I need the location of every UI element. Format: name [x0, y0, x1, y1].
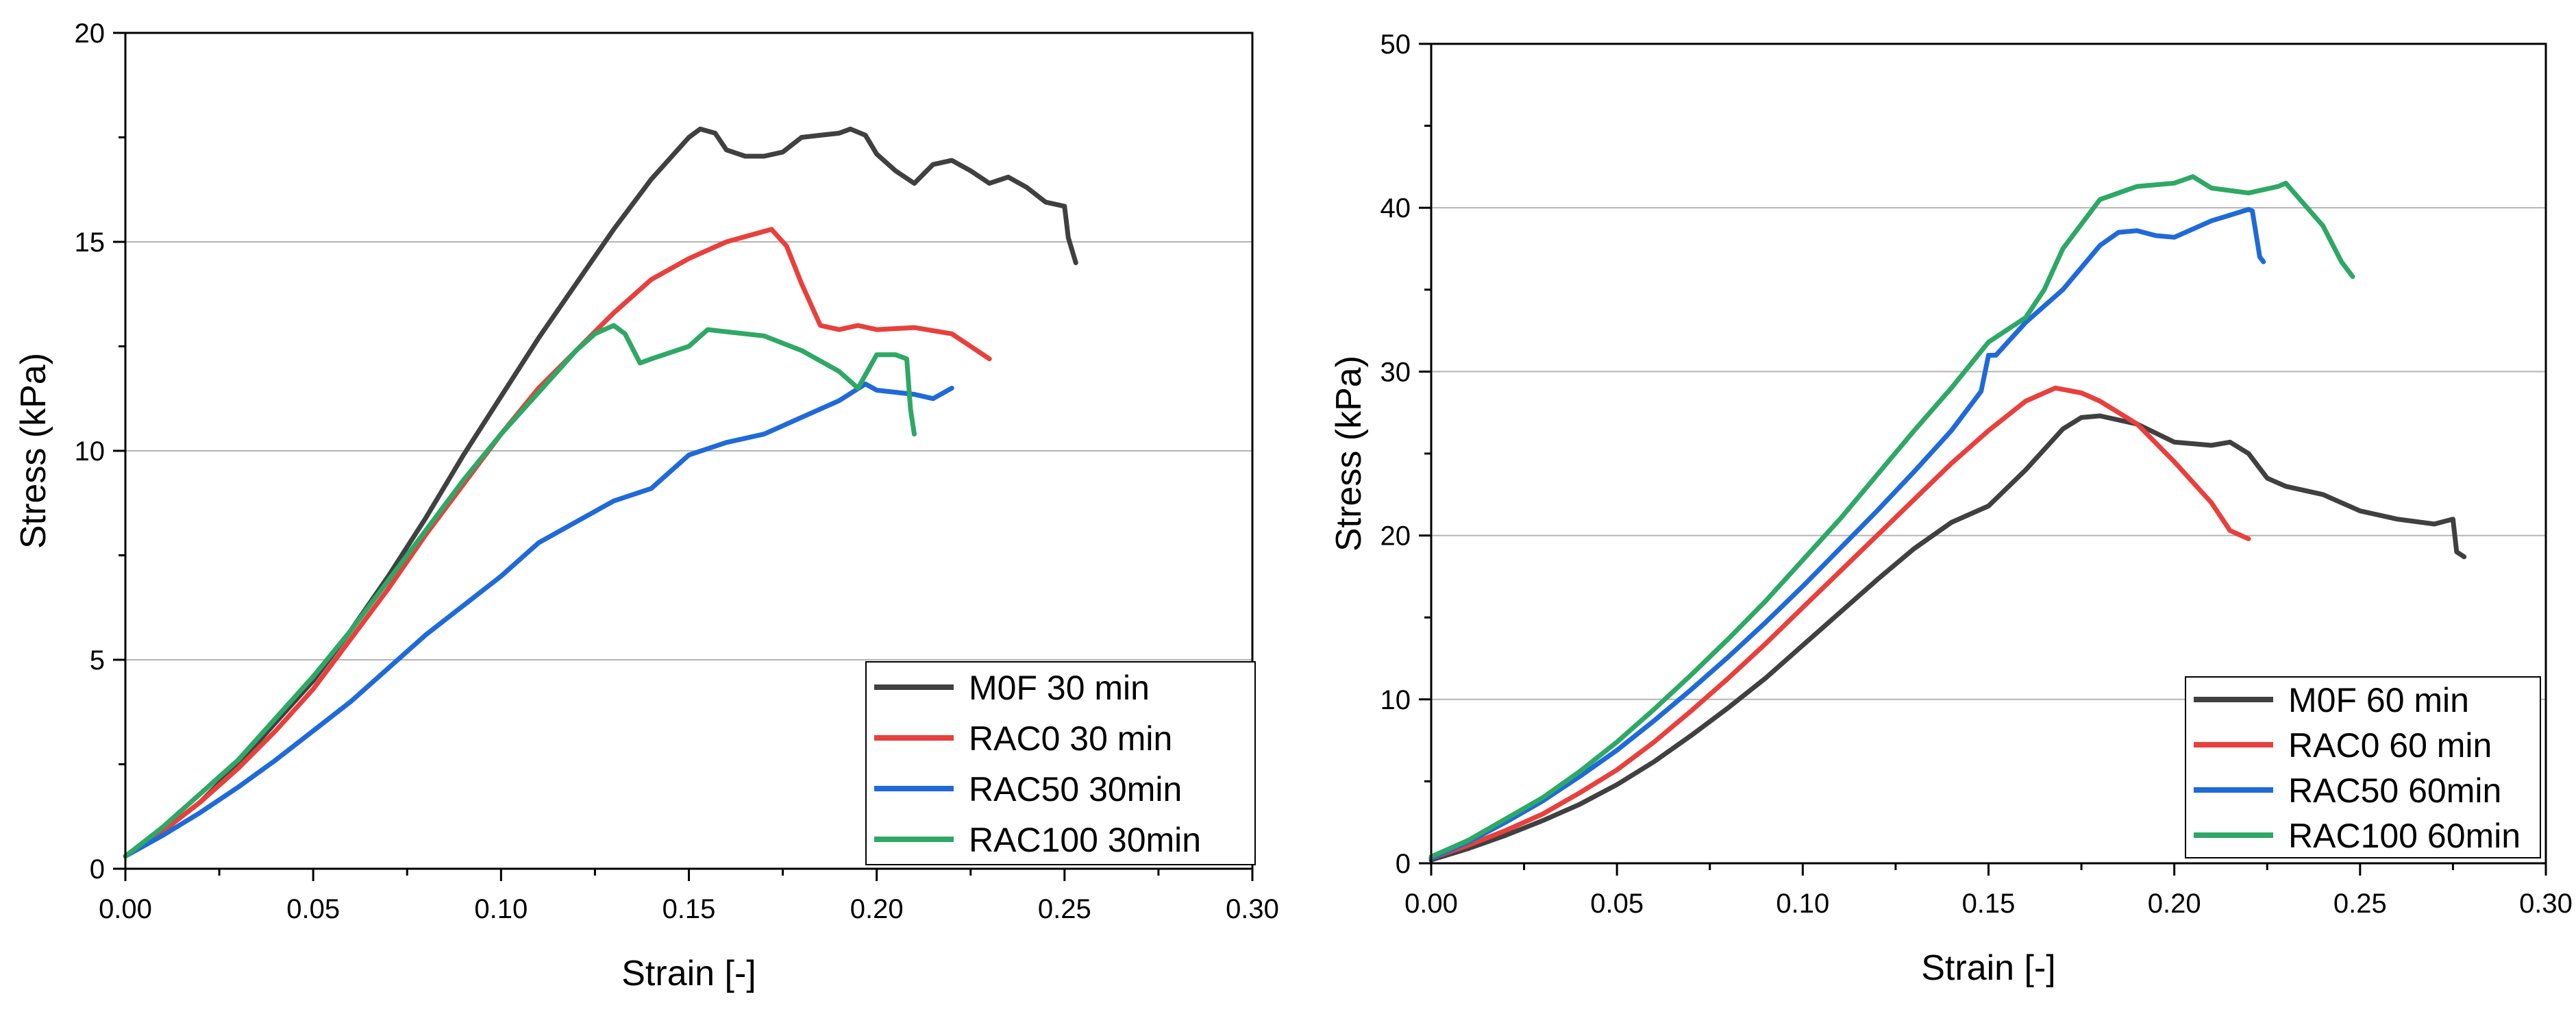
- y-tick-label: 15: [75, 227, 106, 258]
- x-tick-label: 0.30: [2519, 889, 2573, 919]
- x-tick-label: 0.20: [2148, 889, 2201, 919]
- legend-label-2: RAC0 30 min: [969, 719, 1172, 758]
- y-tick-label: 20: [1380, 521, 1411, 552]
- series-line-3: [123, 381, 954, 859]
- x-tick-label: 0.00: [99, 894, 152, 924]
- series-line-1: [1428, 413, 2467, 863]
- legend-label-4: RAC100 30min: [969, 821, 1201, 859]
- chart-2: 0.00 0.05 0.10 0.15 0.20 0.25 0.30 0 10 20 30 40 50 S…: [1329, 29, 2573, 988]
- x-axis-title: Strain [-]: [1921, 948, 2056, 988]
- x-tick-label: 0.10: [474, 894, 528, 924]
- x-tick-label: 0.15: [1962, 889, 2016, 919]
- legend-label-3: RAC50 60min: [2288, 771, 2501, 810]
- legend-label-3: RAC50 30min: [969, 770, 1182, 808]
- series-line-3: [1428, 207, 2266, 861]
- legend-box: [865, 661, 1256, 865]
- x-tick-label: 0.05: [1590, 889, 1644, 919]
- series-line-2: [1428, 385, 2251, 861]
- y-tick-label: 0: [1396, 849, 1411, 879]
- y-tick-label: 30: [1380, 357, 1411, 387]
- x-tick-label: 0.10: [1776, 889, 1829, 919]
- legend-label-1: M0F 60 min: [2288, 681, 2469, 719]
- chart-1: 0.00 0.05 0.10 0.15 0.20 0.25 0.30 0 5 10 15 20 Stra…: [14, 18, 1279, 993]
- x-tick-label: 0.20: [850, 894, 904, 924]
- y-tick-label: 50: [1380, 29, 1411, 60]
- y-tick-label: 10: [75, 436, 106, 467]
- legend-label-4: RAC100 60min: [2288, 817, 2521, 855]
- y-tick-label: 0: [90, 854, 105, 885]
- y-tick-label: 10: [1380, 685, 1411, 715]
- series-line-2: [123, 227, 992, 859]
- legend-label-1: M0F 30 min: [969, 669, 1150, 707]
- series-line-4: [123, 323, 917, 859]
- x-tick-label: 0.05: [286, 894, 340, 924]
- y-axis-title: Stress (kPa): [14, 353, 53, 549]
- x-tick-label: 0.25: [1038, 894, 1091, 924]
- series-line-4: [1428, 174, 2355, 859]
- x-tick-label: 0.30: [1226, 894, 1279, 924]
- legend: M0F 30 min RAC0 30 min RAC50 30min RAC100 3…: [865, 661, 1256, 865]
- x-axis-title: Strain [-]: [621, 954, 756, 993]
- x-tick-label: 0.00: [1404, 889, 1458, 919]
- x-tick-label: 0.25: [2333, 889, 2387, 919]
- x-tick-label: 0.15: [662, 894, 716, 924]
- legend-label-2: RAC0 60 min: [2288, 726, 2492, 765]
- y-tick-label: 40: [1380, 193, 1411, 223]
- y-tick-label: 5: [90, 645, 105, 676]
- legend: M0F 60 min RAC0 60 min RAC50 60min RAC100 6…: [2185, 676, 2541, 858]
- charts-root: 0.00 0.05 0.10 0.15 0.20 0.25 0.30 0 5 10 15 20 Stra…: [14, 18, 2573, 993]
- y-tick-label: 20: [75, 18, 106, 49]
- y-axis-title: Stress (kPa): [1329, 356, 1369, 552]
- legend-box: [2185, 676, 2541, 858]
